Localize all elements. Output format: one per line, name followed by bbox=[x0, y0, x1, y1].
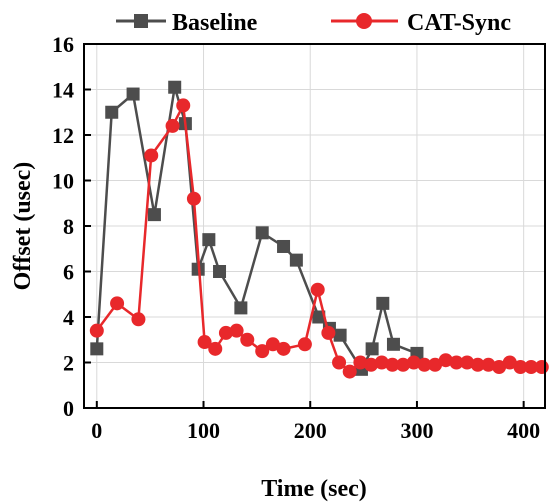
data-point-baseline bbox=[365, 342, 379, 356]
data-point-cat-sync bbox=[218, 325, 233, 340]
data-point-baseline bbox=[213, 265, 227, 278]
data-point-baseline bbox=[312, 310, 326, 324]
x-tick-label: 400 bbox=[507, 418, 540, 443]
legend-label-baseline: Baseline bbox=[172, 10, 258, 36]
data-point-baseline bbox=[105, 105, 119, 119]
data-point-cat-sync bbox=[502, 355, 517, 370]
data-point-cat-sync bbox=[176, 98, 191, 113]
data-point-baseline bbox=[333, 328, 347, 342]
x-tick-label: 100 bbox=[187, 418, 220, 443]
data-point-cat-sync bbox=[428, 357, 443, 372]
grid-lines bbox=[84, 43, 545, 409]
data-point-baseline bbox=[386, 337, 400, 351]
data-point-cat-sync bbox=[374, 355, 389, 370]
data-point-cat-sync bbox=[396, 357, 411, 372]
data-point-cat-sync bbox=[385, 357, 400, 372]
data-point-cat-sync bbox=[197, 335, 212, 350]
y-tick-label: 4 bbox=[63, 305, 74, 330]
y-tick-label: 8 bbox=[63, 214, 74, 239]
legend-marker-catsync bbox=[356, 13, 372, 29]
y-tick-label: 10 bbox=[52, 169, 74, 194]
data-point-cat-sync bbox=[131, 312, 146, 327]
data-point-cat-sync bbox=[481, 357, 496, 372]
y-tick-label: 14 bbox=[52, 78, 74, 103]
data-point-cat-sync bbox=[208, 341, 223, 356]
data-point-cat-sync bbox=[276, 341, 291, 356]
x-axis-title: Time (sec) bbox=[261, 476, 367, 502]
y-tick-label: 12 bbox=[52, 123, 74, 148]
data-point-cat-sync bbox=[449, 355, 464, 370]
data-point-baseline bbox=[147, 208, 161, 222]
data-point-baseline bbox=[202, 233, 216, 247]
data-point-baseline bbox=[376, 296, 390, 310]
data-point-cat-sync bbox=[265, 337, 280, 352]
y-tick-label: 0 bbox=[63, 396, 74, 421]
data-point-cat-sync bbox=[186, 191, 201, 206]
series-layer bbox=[89, 80, 549, 379]
x-tick-label: 300 bbox=[400, 418, 433, 443]
y-tick-label: 16 bbox=[52, 32, 74, 57]
y-axis-title: Offset (usec) bbox=[10, 162, 36, 291]
data-point-cat-sync bbox=[165, 118, 180, 133]
data-point-cat-sync bbox=[513, 360, 528, 375]
data-point-baseline bbox=[126, 87, 140, 101]
data-point-cat-sync bbox=[310, 282, 325, 297]
y-tick-label: 2 bbox=[63, 351, 74, 376]
data-point-cat-sync bbox=[406, 355, 421, 370]
data-point-cat-sync bbox=[144, 148, 159, 163]
legend-label-catsync: CAT-Sync bbox=[407, 10, 511, 36]
legend-marker-baseline bbox=[134, 14, 148, 28]
data-point-cat-sync bbox=[332, 355, 347, 370]
data-point-cat-sync bbox=[353, 355, 368, 370]
data-point-cat-sync bbox=[417, 357, 432, 372]
data-point-cat-sync bbox=[534, 360, 549, 375]
data-point-cat-sync bbox=[240, 332, 255, 347]
data-point-cat-sync bbox=[255, 344, 270, 359]
data-point-cat-sync bbox=[524, 360, 539, 375]
data-point-cat-sync bbox=[229, 323, 244, 338]
data-point-cat-sync bbox=[321, 325, 336, 340]
data-point-baseline bbox=[234, 301, 248, 315]
data-point-cat-sync bbox=[492, 360, 507, 375]
y-tick-label: 6 bbox=[63, 260, 74, 285]
data-point-cat-sync bbox=[342, 364, 357, 379]
data-point-baseline bbox=[168, 80, 182, 94]
data-point-cat-sync bbox=[110, 296, 125, 311]
legend: Baseline CAT-Sync bbox=[116, 10, 511, 36]
data-point-cat-sync bbox=[364, 357, 379, 372]
data-point-baseline bbox=[255, 226, 269, 240]
series-line-cat-sync bbox=[95, 104, 542, 373]
data-point-baseline bbox=[289, 253, 303, 267]
data-point-baseline bbox=[90, 342, 104, 356]
data-point-cat-sync bbox=[89, 323, 104, 338]
data-point-cat-sync bbox=[297, 337, 312, 352]
x-tick-label: 0 bbox=[91, 418, 102, 443]
data-point-cat-sync bbox=[438, 353, 453, 368]
x-tick-label: 200 bbox=[294, 418, 327, 443]
data-point-cat-sync bbox=[470, 357, 485, 372]
axis-ticks: 0 100 200 300 400 0 2 4 6 8 10 12 14 16 bbox=[52, 32, 540, 443]
data-point-cat-sync bbox=[460, 355, 475, 370]
data-point-baseline bbox=[277, 239, 291, 253]
